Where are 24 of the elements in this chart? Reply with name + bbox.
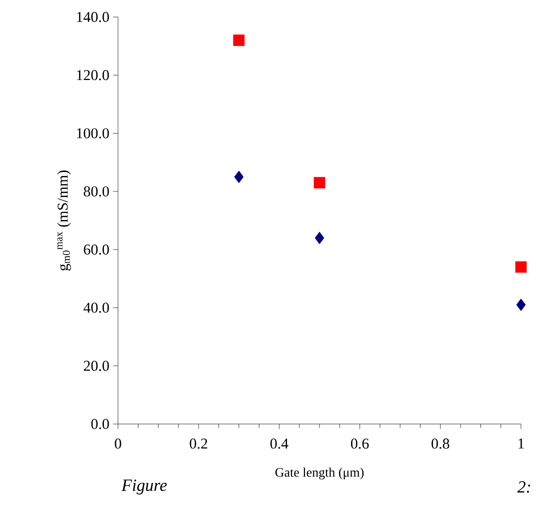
text: Figure — [121, 480, 167, 494]
y-tick-label: 100.0 — [77, 128, 109, 138]
point — [233, 34, 245, 46]
y-tick-label: 120.0 — [77, 70, 109, 80]
x-tick-label: 1 — [518, 438, 524, 448]
point — [314, 232, 324, 244]
y-tick-label: 20.0 — [84, 360, 109, 371]
y-tick-label: 60.0 — [84, 244, 109, 255]
y-tick-label: 140.0 — [77, 12, 109, 22]
point — [234, 170, 244, 184]
y-tick-label: 40.0 — [84, 302, 109, 313]
x-tick-label: 0.2 — [190, 438, 208, 449]
x-tick-label: 0.8 — [432, 438, 450, 449]
x-tick-label: 0 — [114, 438, 122, 449]
point — [314, 177, 326, 188]
y-axis-title: g$_{m0}$$^{max}$ (mS/mm) — [57, 170, 71, 270]
point — [516, 298, 526, 312]
y-tick-label: 80.0 — [84, 186, 109, 197]
x-tick-label: 0.4 — [270, 438, 288, 449]
y-tick-label: 0.0 — [91, 418, 109, 430]
point — [515, 261, 527, 273]
x-axis-title: Gate length (μm) — [275, 468, 364, 480]
x-tick-label: 0.6 — [350, 438, 369, 449]
text: 2: — [517, 481, 530, 493]
